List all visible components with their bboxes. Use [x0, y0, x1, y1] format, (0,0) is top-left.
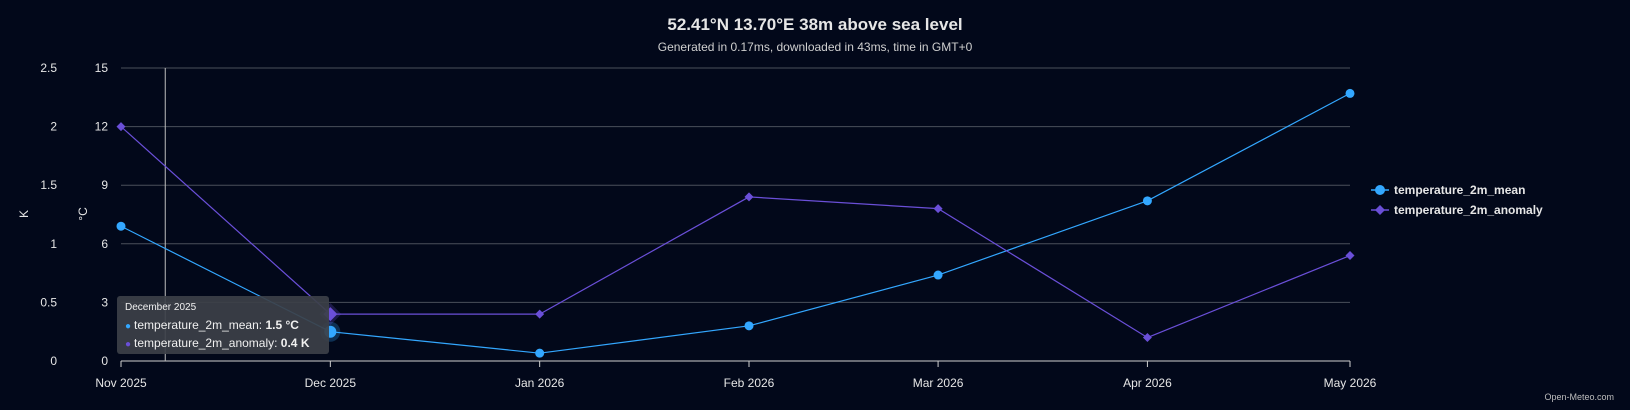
- y-axis-title-celsius: °C: [76, 207, 90, 221]
- data-point-mean[interactable]: [744, 321, 754, 331]
- data-point-mean[interactable]: [933, 270, 943, 280]
- x-tick-label: Nov 2025: [95, 376, 147, 390]
- data-point-mean[interactable]: [1345, 88, 1355, 98]
- data-point-anomaly[interactable]: [535, 309, 545, 319]
- tooltip-mean-name: temperature_2m_mean: [134, 318, 259, 332]
- y-tick-celsius: 0: [101, 354, 108, 368]
- x-tick-label: Jan 2026: [515, 376, 565, 390]
- x-tick-label: May 2026: [1324, 376, 1377, 390]
- x-tick-label: Apr 2026: [1123, 376, 1172, 390]
- y-axis-title-kelvin: K: [17, 210, 31, 218]
- tooltip-heading: December 2025: [125, 302, 197, 313]
- tooltip-anomaly-dot-icon: ●: [125, 339, 132, 350]
- y-tick-kelvin: 2.5: [40, 61, 57, 75]
- data-point-mean[interactable]: [535, 348, 545, 358]
- legend-label: temperature_2m_mean: [1394, 183, 1525, 197]
- chart-title: 52.41°N 13.70°E 38m above sea level: [667, 15, 962, 34]
- tooltip-anomaly-value: 0.4 K: [280, 336, 310, 350]
- data-point-anomaly[interactable]: [116, 122, 126, 132]
- legend-item-temperature_2m_anomaly[interactable]: temperature_2m_anomaly: [1371, 203, 1543, 217]
- grid: [121, 67, 1350, 303]
- y-tick-kelvin: 1: [50, 237, 57, 251]
- legend-diamond-icon: [1375, 205, 1385, 215]
- y-axis-celsius: 0 3 6 9 12 15 °C: [76, 61, 108, 368]
- chart-subtitle: Generated in 0.17ms, downloaded in 43ms,…: [658, 40, 973, 54]
- y-tick-celsius: 3: [101, 295, 108, 309]
- tooltip-row-mean: ● temperature_2m_mean: 1.5 °C: [125, 318, 299, 332]
- data-point-anomaly[interactable]: [744, 192, 754, 202]
- legend-circle-icon: [1375, 185, 1385, 195]
- tooltip: December 2025 ● temperature_2m_mean: 1.5 …: [117, 296, 329, 354]
- tooltip-row-anomaly: ● temperature_2m_anomaly: 0.4 K: [125, 336, 310, 350]
- data-point-mean[interactable]: [116, 221, 126, 231]
- data-point-mean[interactable]: [1142, 196, 1152, 206]
- data-point-anomaly[interactable]: [933, 204, 943, 214]
- y-tick-kelvin: 2: [50, 120, 57, 134]
- y-tick-kelvin: 0: [50, 354, 57, 368]
- tooltip-mean-value: 1.5 °C: [265, 318, 299, 332]
- y-tick-kelvin: 0.5: [40, 295, 57, 309]
- y-tick-celsius: 9: [101, 178, 108, 192]
- legend-label: temperature_2m_anomaly: [1394, 203, 1543, 217]
- y-tick-celsius: 12: [95, 120, 109, 134]
- credit-label[interactable]: Open-Meteo.com: [1544, 392, 1614, 402]
- y-axis-kelvin: 0 0.5 1 1.5 2 2.5 K: [17, 61, 57, 368]
- x-axis: Nov 2025 Dec 2025 Jan 2026 Feb 2026 Mar 2026…: [95, 360, 1377, 390]
- legend-item-temperature_2m_mean[interactable]: temperature_2m_mean: [1371, 183, 1525, 197]
- y-tick-celsius: 6: [101, 237, 108, 251]
- legend[interactable]: temperature_2m_mean temperature_2m_anomal…: [1371, 183, 1543, 217]
- x-tick-label: Mar 2026: [913, 376, 964, 390]
- data-point-anomaly[interactable]: [1142, 333, 1152, 343]
- data-point-anomaly[interactable]: [1345, 251, 1355, 261]
- y-tick-kelvin: 1.5: [40, 178, 57, 192]
- x-tick-label: Dec 2025: [305, 376, 357, 390]
- y-tick-celsius: 15: [95, 61, 109, 75]
- tooltip-mean-dot-icon: ●: [125, 321, 132, 332]
- x-tick-label: Feb 2026: [724, 376, 775, 390]
- tooltip-anomaly-name: temperature_2m_anomaly: [134, 336, 275, 350]
